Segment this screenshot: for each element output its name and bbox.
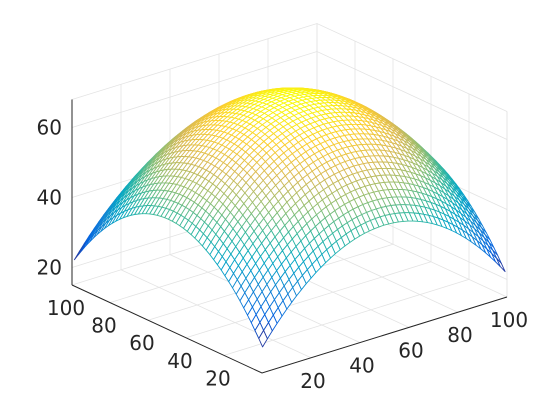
mesh-cell (258, 329, 268, 348)
x-tick-label: 80 (447, 323, 472, 347)
x-tick-label: 20 (300, 369, 325, 393)
gridline (185, 261, 432, 339)
y-tick-label: 100 (47, 296, 85, 320)
z-tick-label: 60 (37, 116, 62, 140)
y-tick-label: 20 (205, 366, 230, 390)
x-tick-label: 40 (349, 354, 374, 378)
y-tick-label: 60 (129, 331, 154, 355)
y-tick-label: 40 (167, 349, 192, 373)
z-tick-label: 20 (37, 256, 62, 280)
mesh-surface (73, 87, 506, 348)
floor-axis-lines (71, 284, 508, 374)
gridline (120, 269, 312, 359)
x-tick-label: 100 (490, 308, 528, 332)
gridline (71, 51, 508, 140)
x-tick-label: 60 (398, 338, 423, 362)
z-tick-label: 40 (37, 186, 62, 210)
gridline (71, 23, 508, 112)
y-tick-label: 80 (91, 314, 116, 338)
axes-lines (71, 99, 508, 374)
